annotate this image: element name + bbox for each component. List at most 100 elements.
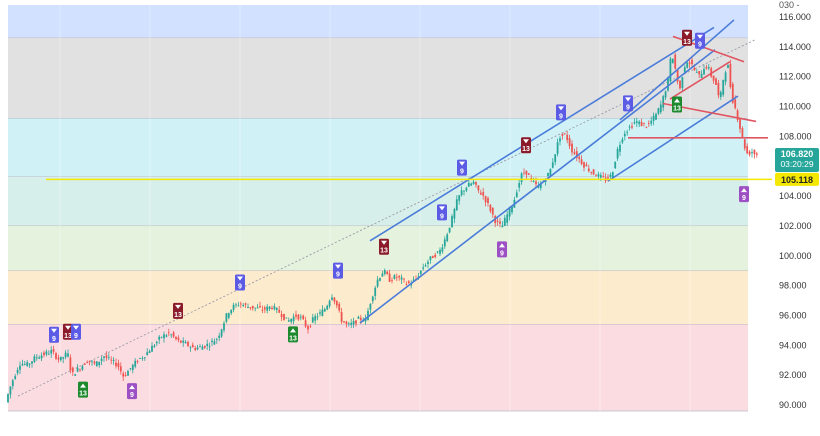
candle-body (647, 123, 650, 124)
candle-body (331, 297, 333, 300)
candle-body (379, 278, 381, 281)
signal-label: 13 (673, 106, 681, 113)
candle-body (727, 64, 729, 69)
candle-body (556, 142, 559, 154)
candle-body (223, 323, 225, 331)
candle-body (580, 159, 583, 165)
signal-label: 9 (500, 250, 504, 257)
candle-body (179, 340, 182, 343)
candle-body (573, 152, 576, 154)
candle-body (19, 365, 21, 370)
candle-body (213, 341, 216, 345)
candle-body (475, 181, 477, 185)
signal-marker: 9 (235, 274, 245, 291)
signal-box (497, 241, 507, 258)
candle-body (398, 275, 401, 278)
trend-line (369, 26, 715, 242)
candle-body (26, 362, 29, 366)
signal-box (682, 29, 692, 46)
candle-body (487, 198, 489, 204)
candle-body (31, 361, 33, 364)
candle-body (707, 67, 710, 69)
candle-body (470, 183, 473, 186)
candle-body (268, 306, 271, 309)
candle-body (602, 176, 605, 177)
zone-band (8, 225, 748, 271)
signal-label: 9 (742, 195, 746, 202)
zone-band (8, 37, 748, 119)
candle-body (455, 199, 458, 211)
arrow-down-icon (523, 139, 529, 144)
candle-body (81, 365, 84, 370)
signal-box (623, 95, 633, 112)
signal-label: 9 (336, 272, 340, 279)
candle-body (371, 296, 374, 302)
arrow-up-icon (129, 385, 135, 390)
zone-band (8, 324, 748, 411)
candle-body (395, 277, 398, 279)
candle-body (196, 347, 199, 350)
candle-body (422, 267, 425, 269)
candle-body (698, 71, 701, 75)
signal-box (457, 159, 467, 176)
candle-body (297, 314, 300, 320)
candle-body (127, 371, 129, 376)
dotted-trend-line (17, 38, 757, 397)
candle-body (21, 364, 24, 366)
arrow-down-icon (381, 240, 387, 245)
candle-body (467, 182, 470, 187)
candle-body (743, 139, 746, 149)
signal-marker: 9 (695, 32, 705, 49)
candle-body (597, 174, 600, 177)
candle-body (628, 126, 631, 128)
candle-body (583, 162, 585, 168)
candle-body (328, 300, 331, 307)
candle-body (729, 63, 732, 88)
candle-body (45, 351, 48, 355)
signal-marker: 9 (556, 104, 566, 121)
candle-body (182, 340, 185, 343)
y-tick-label: 94.000 (779, 340, 807, 350)
candle-body (206, 343, 209, 346)
candle-body (292, 316, 295, 322)
signal-label: 13 (289, 335, 297, 342)
candle-body (547, 172, 549, 177)
signal-box (672, 96, 682, 113)
candle-body (122, 373, 125, 377)
candle-body (741, 128, 744, 138)
candle-body (7, 393, 9, 403)
candle-body (700, 73, 703, 78)
candle-body (323, 309, 326, 312)
candle-body (549, 168, 552, 177)
y-tick-label: 112.000 (779, 72, 811, 82)
candle-body (431, 256, 434, 259)
candle-body (184, 341, 187, 344)
candle-body (139, 358, 141, 359)
candle-body (266, 306, 269, 311)
candle-body (695, 72, 698, 73)
signal-label: 9 (440, 213, 444, 220)
candle-body (679, 80, 681, 89)
signal-marker: 13 (78, 381, 88, 398)
candle-body (225, 313, 228, 322)
candle-body (508, 207, 511, 217)
candle-body (482, 192, 485, 196)
candle-body (703, 68, 705, 75)
signal-box (49, 326, 59, 343)
candle-body (683, 67, 686, 73)
candle-body (405, 283, 408, 285)
candle-body (194, 348, 197, 350)
candle-body (736, 110, 739, 121)
arrow-up-icon (674, 98, 680, 103)
candle-body (614, 161, 617, 169)
candle-body (491, 207, 494, 215)
candle-body (110, 359, 113, 361)
candle-body (635, 121, 638, 123)
candle-body (551, 162, 554, 168)
candle-body (352, 320, 355, 325)
zone-band (8, 118, 748, 177)
candle-body (345, 321, 348, 324)
candle-body (436, 251, 439, 253)
